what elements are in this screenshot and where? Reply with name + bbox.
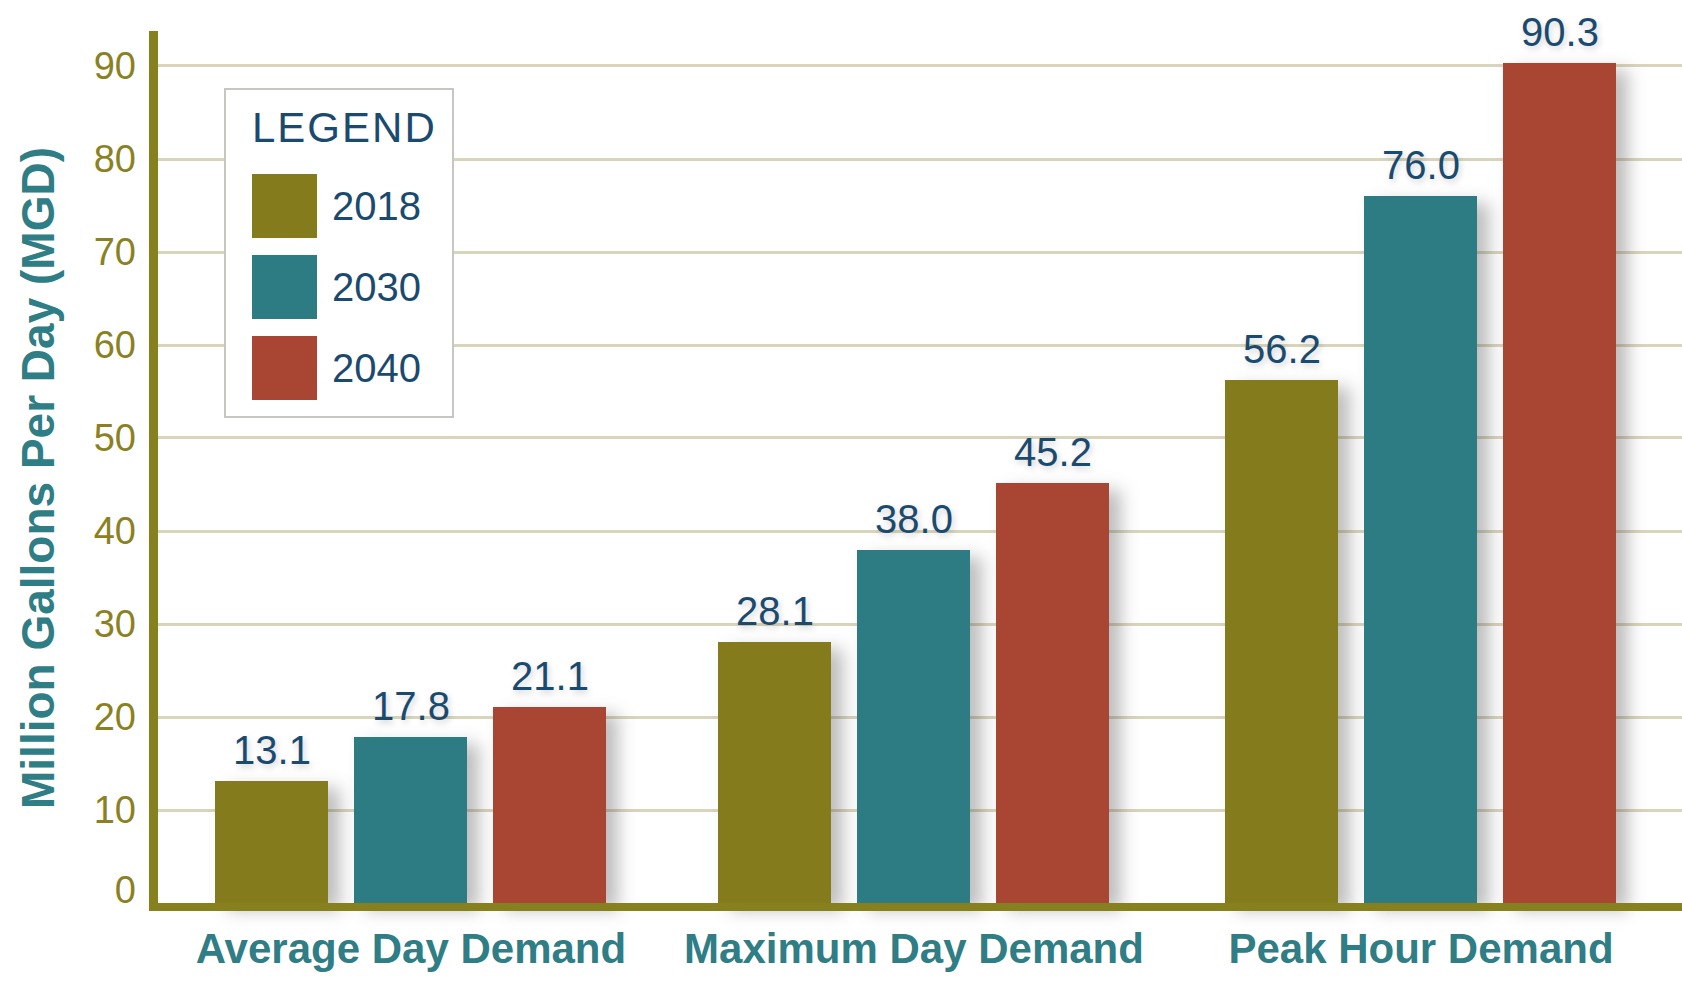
legend-title: LEGEND xyxy=(252,102,452,154)
legend-item: 2040 xyxy=(252,336,452,400)
legend-box: LEGEND 2018 2030 2040 xyxy=(224,88,454,418)
bar xyxy=(718,642,831,903)
y-tick-label: 10 xyxy=(0,789,136,831)
y-tick-label: 40 xyxy=(0,510,136,552)
legend-year-label: 2018 xyxy=(332,184,421,228)
bar-value-label: 28.1 xyxy=(736,590,814,632)
bar xyxy=(1225,380,1338,903)
bar-group: 56.2 76.0 90.3 xyxy=(1225,0,1616,903)
category-label: Maximum Day Demand xyxy=(684,923,1144,975)
bar-group: 28.1 38.0 45.2 xyxy=(718,0,1109,903)
legend-color-swatch xyxy=(252,336,317,400)
legend-item: 2030 xyxy=(252,255,452,319)
bar xyxy=(354,737,467,903)
y-axis-line xyxy=(149,31,158,911)
y-tick-label: 30 xyxy=(0,603,136,645)
bar-value-label: 45.2 xyxy=(1014,431,1092,473)
bar xyxy=(1503,63,1616,903)
bar xyxy=(215,781,328,903)
bar xyxy=(996,483,1109,903)
bar xyxy=(493,707,606,903)
bar-value-label: 17.8 xyxy=(372,685,450,727)
category-label: Peak Hour Demand xyxy=(1228,923,1613,975)
bar-value-label: 21.1 xyxy=(511,655,589,697)
legend-year-label: 2030 xyxy=(332,265,421,309)
y-tick-label: 90 xyxy=(0,45,136,87)
y-tick-label: 60 xyxy=(0,324,136,366)
bar-chart-canvas: Million Gallons Per Day (MGD) LEGEND 201… xyxy=(0,0,1682,991)
y-tick-label: 70 xyxy=(0,231,136,273)
legend-rows: 2018 2030 2040 xyxy=(252,174,452,400)
bar-value-label: 76.0 xyxy=(1382,144,1460,186)
legend-year-label: 2040 xyxy=(332,346,421,390)
bar-value-label: 90.3 xyxy=(1521,11,1599,53)
bar-value-label: 56.2 xyxy=(1243,328,1321,370)
y-tick-label: 0 xyxy=(0,869,136,911)
bar xyxy=(857,550,970,903)
legend-color-swatch xyxy=(252,255,317,319)
bar xyxy=(1364,196,1477,903)
legend-item: 2018 xyxy=(252,174,452,238)
y-tick-label: 20 xyxy=(0,696,136,738)
legend-color-swatch xyxy=(252,174,317,238)
bar-value-label: 13.1 xyxy=(233,729,311,771)
y-tick-label: 80 xyxy=(0,138,136,180)
bar-value-label: 38.0 xyxy=(875,498,953,540)
x-axis-line xyxy=(149,903,1682,911)
category-label: Average Day Demand xyxy=(196,923,626,975)
y-tick-label: 50 xyxy=(0,417,136,459)
